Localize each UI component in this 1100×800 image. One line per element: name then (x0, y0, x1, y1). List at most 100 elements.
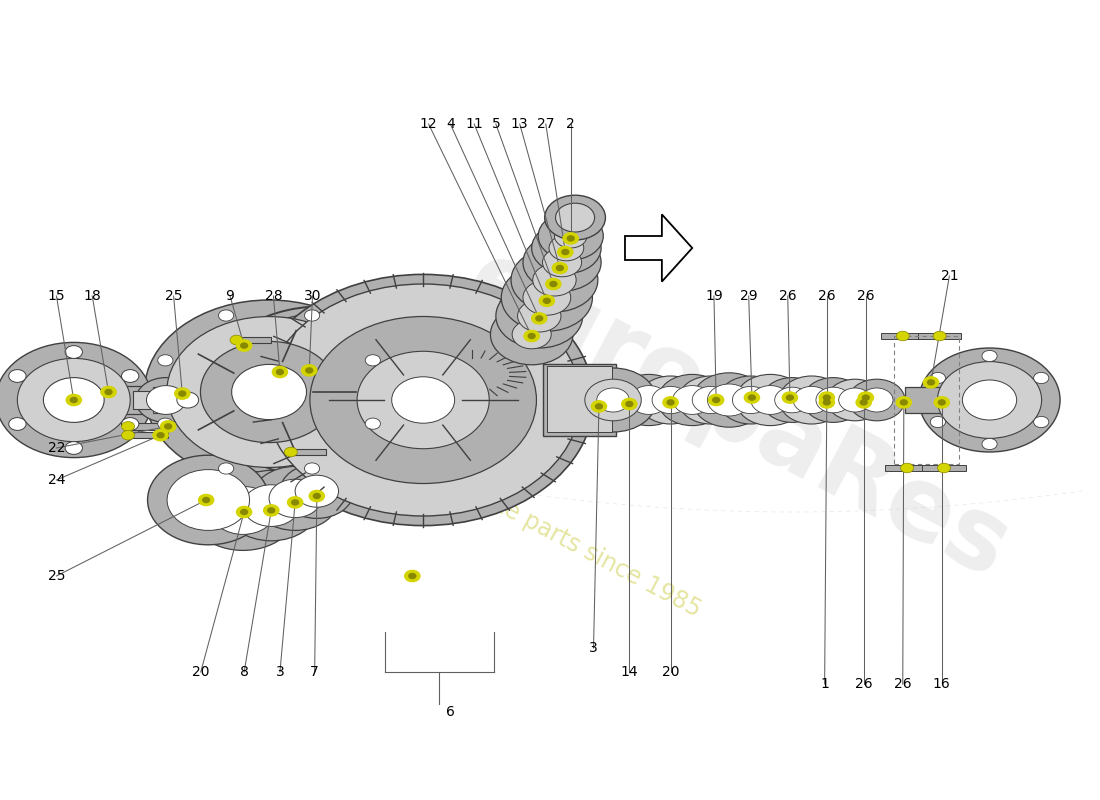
Circle shape (200, 342, 338, 442)
Text: 29: 29 (740, 289, 758, 303)
Text: 15: 15 (47, 289, 65, 303)
Circle shape (542, 248, 582, 277)
Circle shape (982, 438, 997, 450)
Text: 26: 26 (894, 677, 912, 691)
Circle shape (614, 374, 683, 426)
Circle shape (518, 300, 561, 332)
Circle shape (595, 404, 603, 409)
Circle shape (629, 386, 669, 414)
Circle shape (848, 379, 905, 421)
Circle shape (405, 570, 420, 582)
Ellipse shape (433, 339, 510, 410)
Text: 18: 18 (84, 289, 101, 303)
Text: 16: 16 (933, 677, 950, 691)
Circle shape (748, 395, 756, 400)
Circle shape (896, 397, 912, 408)
Circle shape (901, 463, 914, 473)
Circle shape (232, 364, 307, 419)
Circle shape (279, 464, 354, 518)
Circle shape (491, 304, 573, 365)
Circle shape (177, 392, 199, 408)
Circle shape (550, 282, 557, 286)
Circle shape (621, 398, 637, 410)
Circle shape (592, 401, 606, 412)
Circle shape (782, 392, 797, 403)
Circle shape (692, 373, 766, 427)
Text: 13: 13 (510, 117, 528, 131)
Circle shape (707, 384, 751, 416)
Text: 26: 26 (855, 677, 872, 691)
Circle shape (638, 376, 703, 424)
Circle shape (1034, 372, 1048, 384)
Circle shape (273, 366, 287, 378)
Text: 28: 28 (265, 289, 283, 303)
FancyBboxPatch shape (124, 423, 168, 430)
Text: 5: 5 (492, 117, 500, 131)
Circle shape (585, 379, 641, 421)
Circle shape (284, 447, 297, 457)
Circle shape (532, 264, 576, 296)
Circle shape (570, 368, 657, 432)
Circle shape (270, 479, 321, 518)
Circle shape (774, 387, 810, 413)
Text: 22: 22 (47, 441, 65, 455)
Circle shape (219, 310, 233, 321)
Circle shape (820, 392, 835, 403)
Circle shape (544, 195, 605, 240)
Circle shape (513, 320, 551, 349)
Text: 6: 6 (446, 705, 454, 719)
FancyBboxPatch shape (886, 465, 928, 471)
Circle shape (153, 430, 168, 441)
Circle shape (862, 395, 869, 400)
Circle shape (170, 387, 205, 413)
Text: 12: 12 (420, 117, 438, 131)
Circle shape (264, 505, 279, 516)
Circle shape (121, 418, 139, 430)
Circle shape (276, 370, 284, 374)
Circle shape (901, 400, 908, 405)
Text: 9: 9 (226, 289, 234, 303)
Circle shape (295, 475, 339, 507)
Circle shape (827, 379, 883, 421)
Circle shape (927, 380, 934, 385)
Circle shape (144, 300, 394, 484)
Circle shape (310, 317, 537, 483)
Circle shape (236, 506, 252, 518)
Circle shape (673, 386, 712, 414)
Circle shape (524, 330, 539, 342)
FancyBboxPatch shape (547, 366, 612, 432)
Circle shape (189, 470, 297, 550)
Circle shape (982, 350, 997, 362)
Circle shape (252, 466, 339, 530)
Circle shape (253, 274, 594, 526)
Circle shape (65, 346, 82, 358)
Text: 19: 19 (705, 289, 723, 303)
Circle shape (652, 386, 689, 414)
Circle shape (9, 418, 26, 430)
Circle shape (896, 331, 910, 341)
Circle shape (761, 378, 823, 422)
Circle shape (305, 463, 320, 474)
Circle shape (157, 418, 173, 430)
Circle shape (556, 203, 595, 232)
Text: 26: 26 (818, 289, 836, 303)
Circle shape (718, 376, 783, 424)
Circle shape (202, 498, 210, 502)
Circle shape (522, 234, 601, 291)
Circle shape (230, 335, 243, 345)
Circle shape (933, 331, 946, 341)
Circle shape (549, 235, 584, 261)
Circle shape (824, 395, 830, 400)
Text: a passionate parts since 1985: a passionate parts since 1985 (379, 434, 705, 622)
Circle shape (305, 310, 320, 321)
Text: 2: 2 (566, 117, 575, 131)
Circle shape (563, 233, 579, 244)
FancyBboxPatch shape (124, 432, 168, 438)
Circle shape (236, 340, 252, 351)
Text: 8: 8 (240, 665, 249, 679)
Circle shape (923, 377, 938, 388)
Circle shape (938, 400, 945, 405)
Text: 21: 21 (940, 269, 958, 283)
Circle shape (937, 362, 1042, 438)
Circle shape (931, 416, 946, 427)
